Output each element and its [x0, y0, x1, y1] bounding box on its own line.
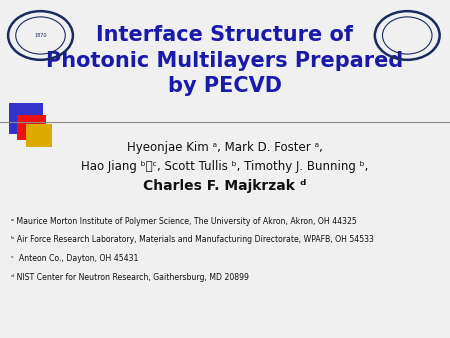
Bar	[9, 103, 43, 134]
Bar	[26, 124, 52, 147]
Text: Charles F. Majkrzak ᵈ: Charles F. Majkrzak ᵈ	[143, 179, 307, 193]
Text: ᵈ NIST Center for Neutron Research, Gaithersburg, MD 20899: ᵈ NIST Center for Neutron Research, Gait…	[11, 273, 249, 282]
Text: ᶜ  Anteon Co., Dayton, OH 45431: ᶜ Anteon Co., Dayton, OH 45431	[11, 254, 139, 263]
Text: by PECVD: by PECVD	[168, 76, 282, 96]
Text: ᵇ Air Force Research Laboratory, Materials and Manufacturing Directorate, WPAFB,: ᵇ Air Force Research Laboratory, Materia…	[11, 236, 374, 244]
Text: ᵃ Maurice Morton Institute of Polymer Science, The University of Akron, Akron, O: ᵃ Maurice Morton Institute of Polymer Sc…	[11, 217, 357, 226]
Text: Hao Jiang ᵇⲜᶜ, Scott Tullis ᵇ, Timothy J. Bunning ᵇ,: Hao Jiang ᵇⲜᶜ, Scott Tullis ᵇ, Timothy J…	[81, 160, 369, 173]
Text: Photonic Multilayers Prepared: Photonic Multilayers Prepared	[46, 51, 404, 71]
Text: Interface Structure of: Interface Structure of	[96, 25, 354, 46]
Bar	[17, 115, 46, 140]
Text: 1870: 1870	[34, 33, 47, 38]
Text: Hyeonjae Kim ᵃ, Mark D. Foster ᵃ,: Hyeonjae Kim ᵃ, Mark D. Foster ᵃ,	[127, 141, 323, 153]
